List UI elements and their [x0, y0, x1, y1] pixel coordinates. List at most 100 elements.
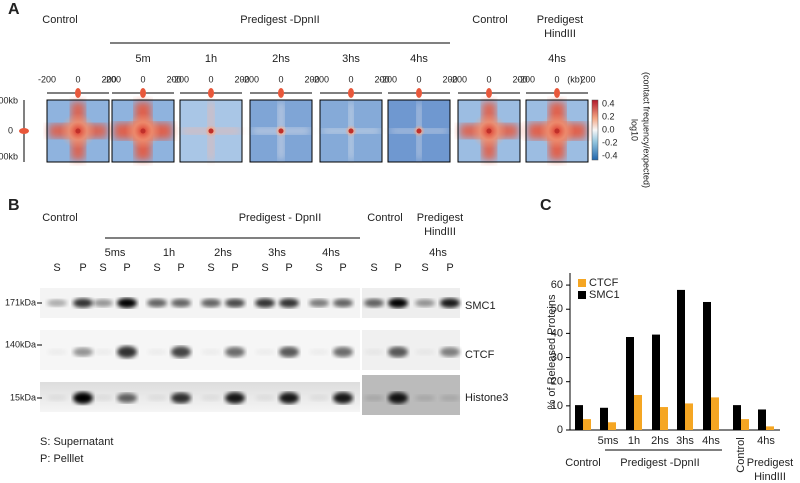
band — [309, 348, 329, 356]
anchor-marker — [554, 88, 560, 98]
bar — [758, 409, 766, 430]
bar — [600, 407, 608, 430]
label: HindIII — [424, 226, 456, 238]
heatmap-frame — [111, 99, 175, 163]
label: -200kb — [0, 151, 18, 161]
heatmap-center — [278, 128, 284, 134]
label: -0.4 — [602, 150, 618, 160]
band — [333, 298, 353, 308]
bar — [626, 337, 634, 430]
x-tick-label: 2hs — [651, 435, 669, 447]
band — [117, 298, 137, 308]
label: S: Supernatant — [40, 436, 113, 448]
heatmap-center — [75, 128, 81, 134]
label: 0 — [140, 74, 145, 84]
band — [225, 346, 245, 358]
x-tick-label: 3hs — [676, 435, 694, 447]
label: 4hs — [548, 53, 566, 65]
blot — [40, 382, 360, 412]
label: Predigest - DpnII — [239, 212, 322, 224]
label: Control — [367, 212, 402, 224]
label: 4hs — [410, 53, 428, 65]
band — [147, 298, 167, 308]
label: P: Pelllet — [40, 453, 83, 465]
label: 0 — [348, 74, 353, 84]
bar — [711, 397, 719, 430]
band — [93, 394, 113, 402]
label: S — [207, 262, 214, 274]
label: S — [261, 262, 268, 274]
band — [171, 346, 191, 358]
label: 200 — [580, 74, 595, 84]
label: P — [177, 262, 184, 274]
panel-letter: C — [540, 197, 552, 214]
blot — [40, 330, 360, 370]
heatmap-center — [208, 128, 214, 134]
band — [225, 298, 245, 308]
label: -200 — [241, 74, 259, 84]
heatmap-frame — [457, 99, 521, 163]
label: 4hs — [322, 247, 340, 259]
band — [415, 299, 435, 307]
label: 200 — [512, 74, 527, 84]
label: 171kDa — [5, 297, 36, 307]
label: 0 — [75, 74, 80, 84]
band — [364, 348, 384, 356]
label: Control — [42, 212, 77, 224]
label: P — [79, 262, 86, 274]
label: -200 — [103, 74, 121, 84]
bar — [741, 419, 749, 430]
y-tick-label: 40 — [551, 327, 563, 339]
band — [255, 298, 275, 308]
x-tick-label: 4hs — [702, 435, 720, 447]
bar — [634, 394, 642, 430]
band — [333, 392, 353, 404]
label: Control — [42, 14, 77, 26]
blot — [362, 375, 460, 415]
band — [255, 394, 275, 402]
label: Predigest — [417, 212, 463, 224]
label: P — [123, 262, 130, 274]
label: P — [339, 262, 346, 274]
label: log10 — [630, 119, 640, 141]
band — [201, 348, 221, 356]
anchor-marker — [416, 88, 422, 98]
x-tick-label: 1h — [628, 435, 640, 447]
band — [388, 392, 408, 404]
panel-letter: A — [8, 1, 20, 18]
label: 1h — [205, 53, 217, 65]
anchor-marker — [140, 88, 146, 98]
group-label: Predigest — [747, 457, 793, 469]
bar — [652, 334, 660, 430]
label: 5m — [135, 53, 150, 65]
band — [415, 394, 435, 402]
y-axis-label: % of Released Proteins — [546, 294, 558, 409]
band — [333, 346, 353, 358]
label: 200 — [234, 74, 249, 84]
label: 0 — [278, 74, 283, 84]
panel-letter: B — [8, 197, 20, 214]
y-tick-label: 0 — [557, 424, 563, 436]
band — [171, 298, 191, 308]
anchor-marker — [208, 88, 214, 98]
band — [279, 346, 299, 358]
label: CTCF — [465, 349, 495, 361]
label: 3hs — [342, 53, 360, 65]
group-label: HindIII — [754, 471, 786, 483]
heatmap-center — [140, 128, 146, 134]
label: 200kb — [0, 95, 18, 105]
band — [440, 298, 460, 308]
band — [201, 298, 221, 308]
bar — [766, 426, 774, 430]
heatmap-center — [554, 128, 560, 134]
label: P — [285, 262, 292, 274]
band — [73, 298, 93, 308]
heatmap-frame — [525, 99, 589, 163]
label: 200 — [101, 74, 116, 84]
label: 0 — [486, 74, 491, 84]
label: -200 — [379, 74, 397, 84]
label: 0 — [208, 74, 213, 84]
label: -200 — [517, 74, 535, 84]
band — [279, 392, 299, 404]
label: (kb) — [567, 74, 583, 84]
